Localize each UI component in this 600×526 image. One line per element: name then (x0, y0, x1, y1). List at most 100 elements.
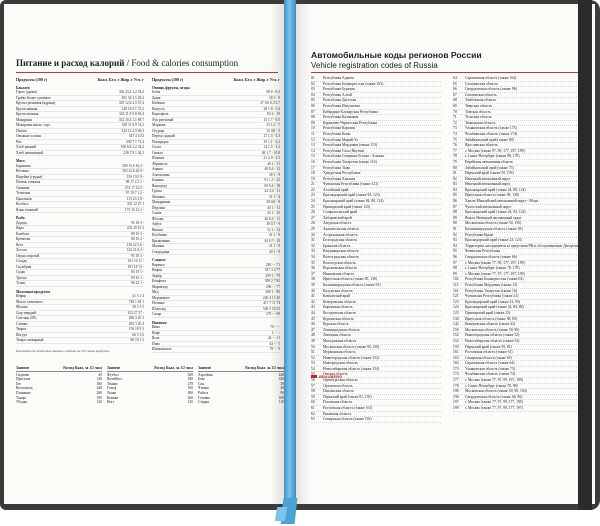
food-row: Свекла 48 1,7 - 10,8 (152, 151, 280, 156)
region-code-row: 28 Амурская область (311, 221, 441, 228)
food-values: 33 1,3 - 7 (266, 123, 280, 127)
region-code-row: 97 г. Москва (также 77, 99, 177, 197, 199… (453, 261, 583, 267)
food-values: 226 7,9 1 44,1 (123, 150, 144, 155)
food-values: 38 0,8 - 9 (266, 200, 280, 204)
region-code-row: 123 Краснодарский край (также 23, 93) (453, 300, 583, 306)
region-name: Нижегородская область (также 52) (465, 333, 520, 338)
region-name: Ульяновская область (также 73) (465, 366, 515, 371)
region-code-row: 74 Челябинская область (также 174) (453, 132, 583, 138)
food-name: Виноград (152, 183, 167, 188)
region-code-row: 91 Калининградская область (также 39) (453, 227, 583, 233)
food-row: Творог нежирный 86 18 1 2 (16, 338, 144, 344)
region-code: 74 (453, 131, 457, 136)
region-code-row: 124 Красноярский край (также 24, 84, 88) (453, 305, 583, 311)
food-values: 41 1 - 9 (268, 244, 280, 248)
food-name: Баранина (16, 163, 31, 168)
food-section-heading: Бакалея (16, 85, 30, 90)
region-name: Пермский край (также 81, 159) (323, 394, 372, 399)
food-name: Крупа манная (16, 106, 38, 111)
region-name: Республика Калмыкия (323, 115, 359, 120)
food-values: 226 4 15 20 (262, 295, 280, 300)
region-name: Краснодарский край (также 23, 123) (465, 238, 522, 243)
region-code: 152 (453, 333, 459, 338)
food-name: Малина (152, 244, 165, 248)
region-code-row: 63 Самарская область (также 163) (311, 417, 441, 423)
region-code-row: 72 Тюменская область (453, 121, 583, 127)
food-name: Рис (16, 139, 22, 144)
food-row: Пшено 334 12 2,9 69,3 (16, 129, 144, 134)
food-row: Кабачки 27 0,6 0,3 5,7 (152, 101, 280, 107)
region-code-row: 10 Республика Карелия (311, 126, 441, 132)
region-code-row: 93 Краснодарский край (также 23, 123) (453, 238, 583, 244)
food-row: Макароны высш. сорт 338 11 0,9 74,2 (16, 123, 144, 129)
activity-row: Работа 90 (198, 390, 284, 395)
region-name: Новосибирская область (также 154) (323, 366, 380, 371)
activity-table-3: Занятие Расход Ккал. за 1/2 часа Аэробика 2… (198, 366, 284, 405)
region-code: 95 (453, 249, 457, 254)
food-name: Мармелад (152, 284, 168, 289)
region-name: Ханты-Мансийский автономный округ - Югра (465, 199, 539, 204)
region-code: 78 (453, 154, 457, 159)
region-name: Волгоградская область (323, 255, 359, 259)
region-name: г. Санкт-Петербург (также 98, 178) (465, 154, 520, 159)
region-code-row: 90 Московская область (также 50, 150) (453, 221, 583, 228)
region-code: 09 (311, 120, 315, 125)
region-name: Красноярский край (также 24, 84, 88) (465, 305, 524, 310)
region-code-row: 61 Ростовская область (также 161) (311, 406, 441, 412)
region-code-row: 09 Карачаево-Черкесская Республика (311, 121, 441, 127)
region-code-row: 18 Удмуртская Республика (311, 171, 441, 177)
region-name: Свердловская область (также 66) (465, 255, 517, 259)
region-name: Республика Коми (323, 131, 351, 136)
food-name: Шампанское (152, 347, 172, 351)
region-code: 34 (311, 255, 315, 259)
food-name: Кола (152, 336, 160, 340)
elastic-band[interactable] (578, 0, 592, 510)
region-code: 79 (453, 159, 457, 164)
food-name: Судак (16, 270, 26, 274)
region-name: Ленинградская область (323, 327, 360, 332)
food-values: 156 18 9 3 (128, 327, 144, 331)
food-values: 78 - - 9 (269, 347, 280, 351)
region-code-row: 19 Республика Хакасия (311, 177, 441, 183)
region-name: Ненецкий автономный округ (465, 182, 511, 187)
region-name: Челябинская область (также 74) (465, 372, 516, 377)
food-row: Апельсины 38 1 - 9 (152, 173, 280, 178)
region-code: 19 (311, 176, 315, 181)
bookmark-ribbon[interactable] (284, 0, 296, 500)
region-code: 14 (311, 148, 315, 153)
food-row: Мармелад 296 - - 77 (152, 284, 280, 290)
food-values: 296 - - 77 (265, 284, 280, 289)
activity-header: Занятие Расход Ккал. за 1/2 часа (198, 366, 284, 372)
food-values: 19 1,1 - 4,2 (263, 139, 280, 144)
region-code: 23 (311, 193, 315, 198)
region-code-row: 66 Свердловская область (также 96) (453, 87, 583, 93)
food-name: Икра (16, 226, 24, 230)
food-values: 31 1 - 4 (268, 194, 280, 199)
food-row: Масло сливочное 748 1 82 1 (16, 300, 144, 305)
food-values: 308 1 - 80 (265, 290, 280, 294)
region-code: 81 (453, 171, 457, 176)
region-code-row: 96 Свердловская область (также 66) (453, 255, 583, 261)
food-values: 96 22 1 - (131, 281, 144, 285)
region-code: 65 (453, 81, 457, 86)
food-row: Лук репчатый 43 1,7 - 9,5 (152, 118, 280, 123)
food-row: Творог 156 18 9 3 (16, 327, 144, 333)
region-name: Тамбовская область (465, 98, 497, 103)
region-name: Тверская область (465, 103, 492, 108)
region-code-row: 32 Брянская область (311, 244, 441, 250)
region-code-row: 51 Мурманская область (311, 350, 441, 356)
region-name: Еврейская автономная область (465, 159, 514, 164)
food-name: Окунь морской (16, 253, 40, 258)
food-values: 43 1 - 10 (267, 211, 280, 215)
food-values: 91 1,5 - 22 (264, 178, 280, 182)
activity-row: Бег 360 (16, 381, 102, 386)
region-name: Республика Тыва (323, 165, 350, 170)
region-name: г. Москва (также 77, 99, 177, 197, 199) (465, 260, 525, 265)
region-code: 52 (311, 355, 315, 360)
region-code: 28 (311, 221, 315, 226)
region-name: Пермский край (также 59, 159) (465, 171, 514, 176)
food-values: 27 1,3 - 5,3 (263, 134, 280, 138)
food-name: Помидоры (152, 139, 169, 144)
food-values: 338 11 0,9 74,2 (121, 123, 144, 127)
food-name: Треска (16, 275, 27, 280)
